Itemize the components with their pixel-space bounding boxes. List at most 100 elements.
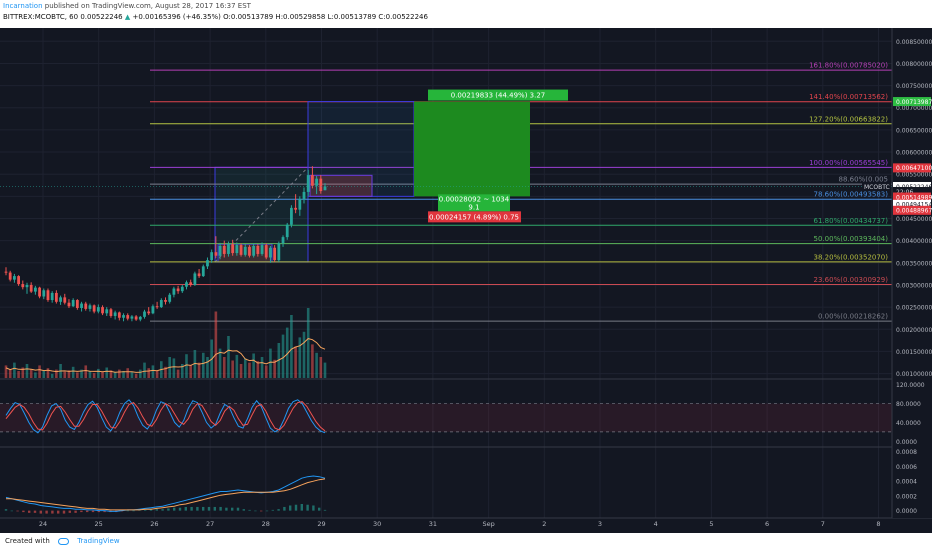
volume-bar [63,371,67,378]
macd-histogram-bar [33,510,37,513]
fib-level-label: 88.60%(0.005 [839,176,888,184]
chart-footer: Created with TradingView [0,533,932,550]
candle-body [193,273,197,285]
macd-histogram-bar [97,510,100,513]
price-tick-label: 0.00400000 [896,238,932,245]
volume-bar [273,359,276,378]
price-tag-box [893,186,931,196]
macd-histogram-bar [178,507,182,511]
volume-bar [281,334,285,378]
candle-body [231,244,235,254]
time-tick-label: 3 [598,520,602,528]
symbol-info: BITTREX:MCOBTC, 60 0.00522246 ▲ +0.00165… [3,13,428,21]
candle-body [239,245,243,255]
price-change: +0.00165396 (+46.35%) [132,13,221,21]
fib-level-label: 50.00%(0.00393404) [814,235,889,243]
candle-body [227,244,230,254]
macd-histogram-bar [132,510,135,512]
fib-level-label: 141.40%(0.00713562) [809,93,888,101]
author-link[interactable]: Incarnation [3,2,43,10]
macd-histogram-bar [283,506,286,511]
macd-line [5,475,326,512]
candle-body [143,311,146,317]
time-tick-label: 7 [821,520,825,528]
time-tick-label: 6 [765,520,769,528]
macd-histogram-bar [184,506,187,511]
candle-body [302,191,306,200]
price-tag-label: 0.00488967 [896,208,932,215]
price-tick-label: 0.00800000 [896,61,932,68]
volume-bar [294,346,297,378]
volume-bar [105,367,109,378]
price-tick-label: 0.00650000 [896,127,932,134]
volume-bar [42,371,46,378]
volume-bar [302,331,306,378]
candle-body [67,302,71,307]
volume-bar [38,365,41,378]
macd-tick-label: 0.0000 [896,508,917,515]
candle-body [130,316,134,319]
volume-bar [134,373,138,378]
macd-histogram-bar [10,510,13,512]
volume-bar [218,348,222,378]
price-tick-label: 0.00750000 [896,83,932,90]
price-tag-box [893,205,931,215]
time-tick-label: 24 [39,520,47,528]
time-tick-label: 29 [317,520,325,528]
macd-histogram-bar [149,509,153,511]
volume-bar [109,370,113,378]
candle-body [243,246,247,255]
price-tag-box [893,97,931,107]
candle-body [235,245,239,254]
symbol-label: BITTREX:MCOBTC, 60 [3,13,79,21]
volume-bar [151,365,155,378]
candle-body [33,287,37,292]
candle-body [113,312,117,316]
volume-bar [311,344,314,378]
macd-histogram-bar [231,507,234,511]
time-tick-label: 27 [206,520,214,528]
macd-histogram-bar [236,507,240,511]
candle-body [147,311,151,314]
candle-body [273,247,277,261]
tradingview-link[interactable]: TradingView [77,537,120,545]
stoch-tick-label: 80.0000 [896,401,921,408]
candles [0,166,892,322]
candle-body [122,315,125,318]
macd-signal-line [6,478,326,511]
candle-body [134,316,138,320]
candle-body [260,245,264,254]
macd-histogram-bar [80,510,83,513]
stop-label: 0.00024157 (4.89%) 0.75 [429,213,519,221]
price-chart[interactable]: 161.80%(0.00785020) 141.40%(0.00713562) 12… [0,28,932,533]
volume-bar [176,369,180,378]
fib-level-label: 161.80%(0.00785020) [809,62,888,70]
price-tick-label: 0.00550000 [896,172,932,179]
volume-bar [55,369,58,378]
macd-histogram-bar [155,509,158,511]
macd-histogram-bar [225,507,228,511]
volume-bar [67,370,71,378]
macd-histogram-bar [22,510,25,513]
macd-histogram-bar [265,510,269,512]
volume-bar [315,352,318,378]
price-tick-label: 0.00200000 [896,327,932,334]
price-tag-box [893,181,931,191]
candle-body [256,245,260,254]
candle-body [172,288,176,295]
macd-histogram-bar [68,510,71,513]
candle-body [218,245,222,256]
candle-body [46,290,50,301]
time-tick-label: 25 [95,520,103,528]
volume-bar [8,369,12,378]
macd-histogram-bar [51,510,54,514]
candle-body [252,245,256,256]
volume-bar [76,372,79,378]
candle-body [8,272,12,280]
volume-bar [269,348,272,378]
macd-histogram-bar [144,509,147,511]
macd-histogram-bar [103,510,106,513]
stoch-tick-label: 120.0000 [896,382,925,389]
volume-bar [113,372,117,378]
macd-histogram-bar [277,509,280,511]
